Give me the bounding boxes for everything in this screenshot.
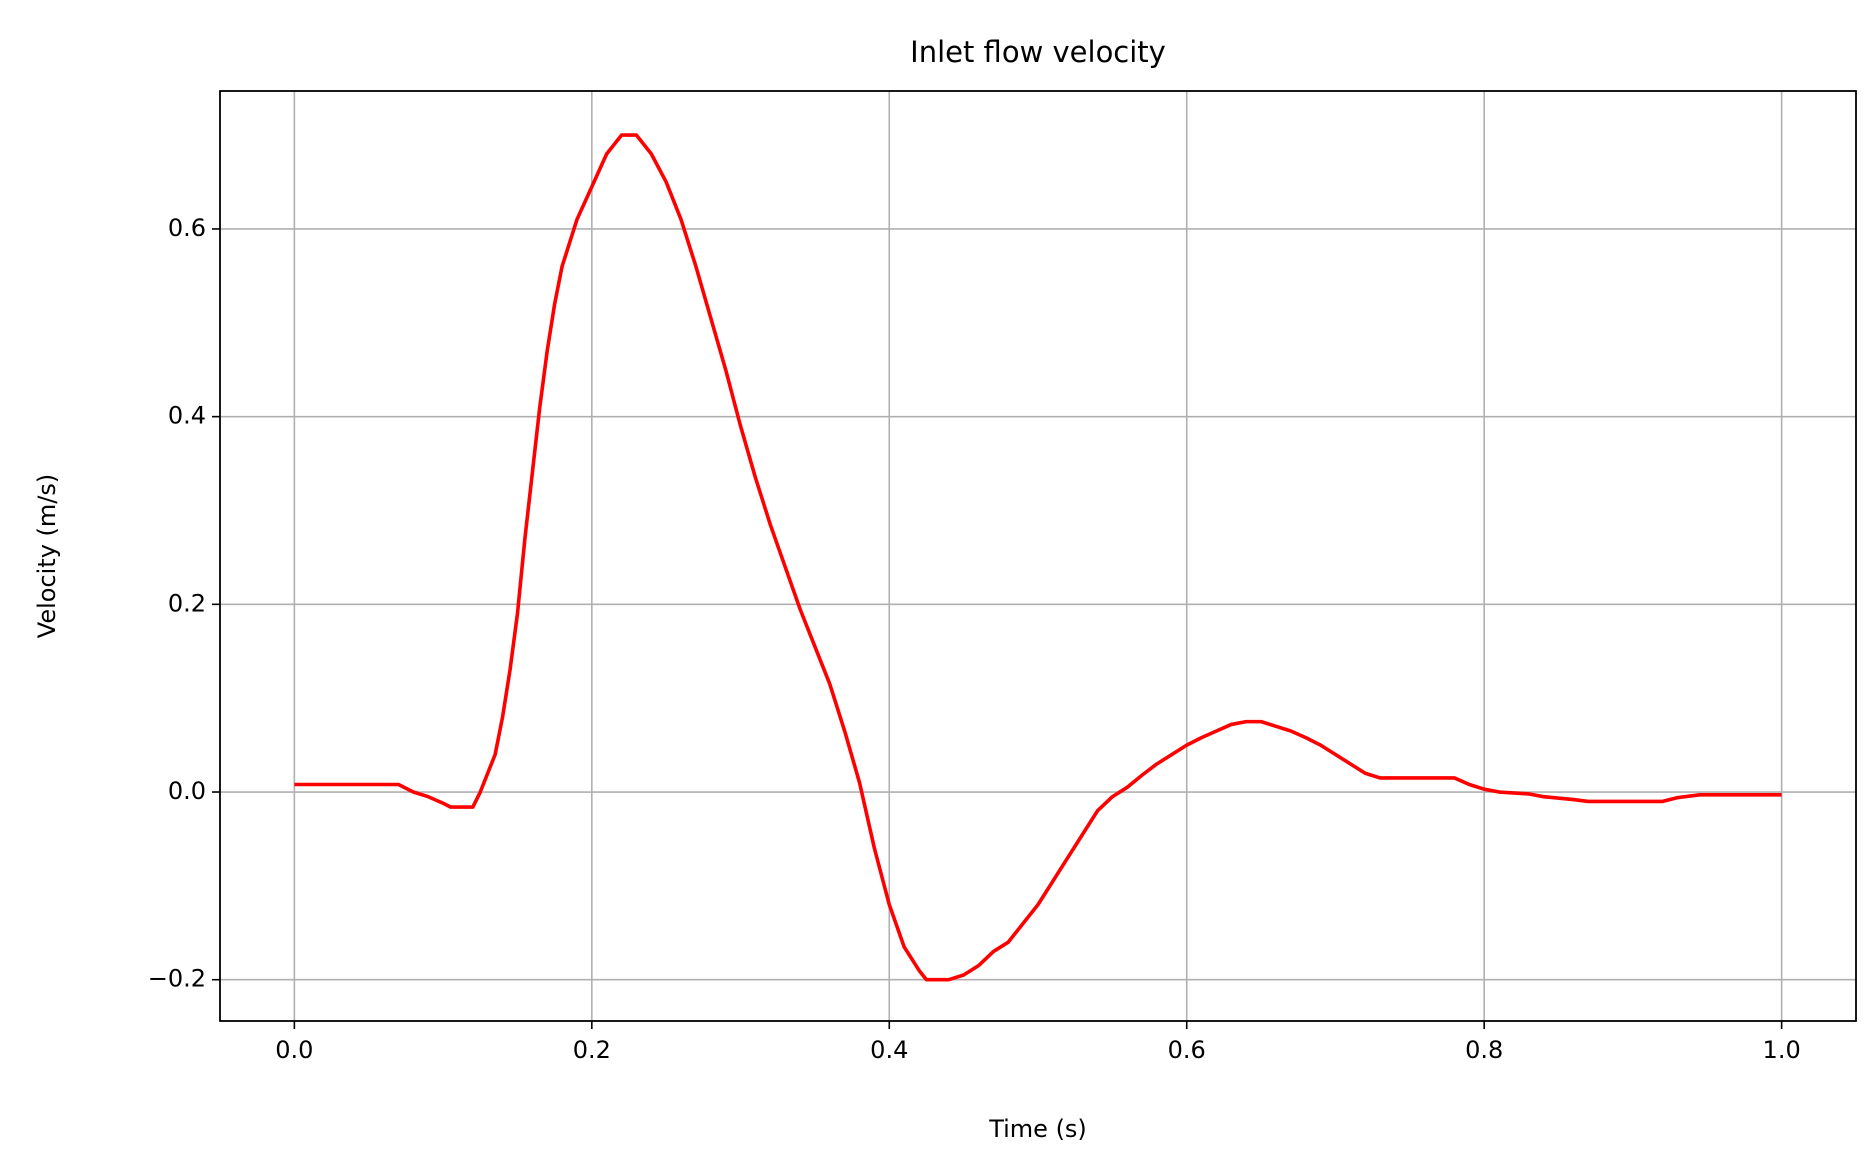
y-tick-label: 0.4 <box>168 402 206 430</box>
y-tick-label: 0.0 <box>168 777 206 805</box>
x-tick-label: 0.2 <box>573 1036 611 1064</box>
x-tick-label: 1.0 <box>1763 1036 1801 1064</box>
x-tick-label: 0.0 <box>275 1036 313 1064</box>
y-tick-label: −0.2 <box>148 965 206 993</box>
y-axis-label: Velocity (m/s) <box>33 474 61 638</box>
data-line <box>294 133 1782 982</box>
x-tick-label: 0.8 <box>1465 1036 1503 1064</box>
x-tick-label: 0.6 <box>1168 1036 1206 1064</box>
x-axis-label: Time (s) <box>988 1115 1087 1143</box>
x-tick-label: 0.4 <box>870 1036 908 1064</box>
chart-title: Inlet flow velocity <box>910 35 1166 69</box>
y-tick-label: 0.2 <box>168 589 206 617</box>
plot-frame <box>219 90 1857 1022</box>
y-tick-label: 0.6 <box>168 214 206 242</box>
